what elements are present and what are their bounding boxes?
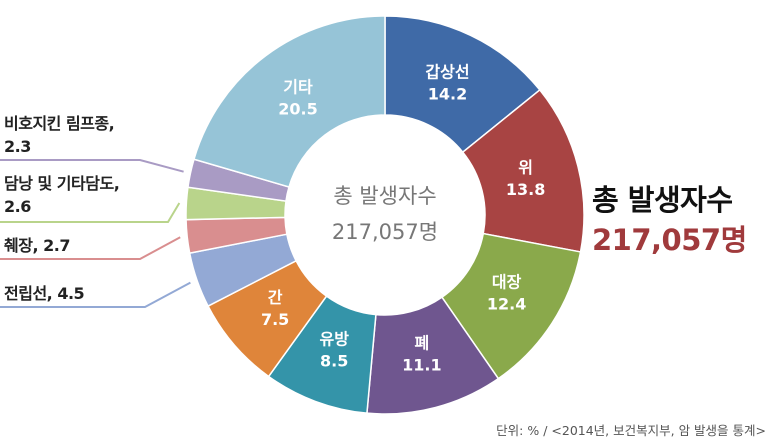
outside-label-part: 전립선 <box>4 284 47 303</box>
outside-label: 췌장 2.7 <box>4 234 122 257</box>
segment-value: 12.4 <box>487 294 526 313</box>
segment-label: 폐 <box>415 334 430 353</box>
outside-label-part: 담낭 및 기타담도 <box>4 174 114 193</box>
segment-label: 간 <box>268 288 283 307</box>
center-value: 217,057명 <box>332 220 438 244</box>
donut-segment <box>384 15 541 154</box>
center-title: 총 발생자수 <box>333 184 436 208</box>
outside-label: 전립선 4.5 <box>4 282 122 305</box>
segment-label: 갑상선 <box>425 63 469 82</box>
outside-label: 담낭 및 기타담도 2.6 <box>4 172 122 218</box>
annotation-title: 총 발생자수 <box>592 183 733 217</box>
segment-value: 8.5 <box>320 351 348 370</box>
segment-value: 13.8 <box>506 180 545 199</box>
donut-segment <box>193 15 386 188</box>
annotation-value: 217,057명 <box>592 223 747 257</box>
leader-line <box>0 159 184 173</box>
segment-value: 20.5 <box>278 99 317 118</box>
leader-line <box>0 281 191 308</box>
segment-label: 위 <box>518 158 533 177</box>
outside-label-part <box>47 284 58 303</box>
outside-label-part <box>109 114 115 133</box>
outside-label: 비호지킨 림프종 2.3 <box>4 112 122 158</box>
segment-value: 7.5 <box>261 310 289 329</box>
leader-line <box>0 236 181 260</box>
outside-label-part: 췌장 <box>4 236 33 255</box>
segment-label: 기타 <box>283 77 313 96</box>
source: 단위: % / <2014년, 보건복지부, 암 발생을 통계> <box>496 423 766 438</box>
outside-label-part <box>32 236 43 255</box>
leader-line <box>0 202 181 223</box>
outside-label-part: 비호지킨 림프종 <box>4 114 109 133</box>
segment-value: 14.2 <box>428 85 467 104</box>
outside-label-part: 2.6 <box>4 197 31 216</box>
outside-label-part: 4.5 <box>57 284 85 303</box>
segment-label: 대장 <box>492 272 522 291</box>
outside-label-part <box>114 174 120 193</box>
segment-label: 유방 <box>319 329 349 348</box>
annotation: 총 발생자수 217,057명 <box>592 180 747 260</box>
outside-label-part: 2.7 <box>43 236 70 255</box>
segment-value: 11.1 <box>402 356 441 375</box>
outside-label-part: 2.3 <box>4 137 31 156</box>
